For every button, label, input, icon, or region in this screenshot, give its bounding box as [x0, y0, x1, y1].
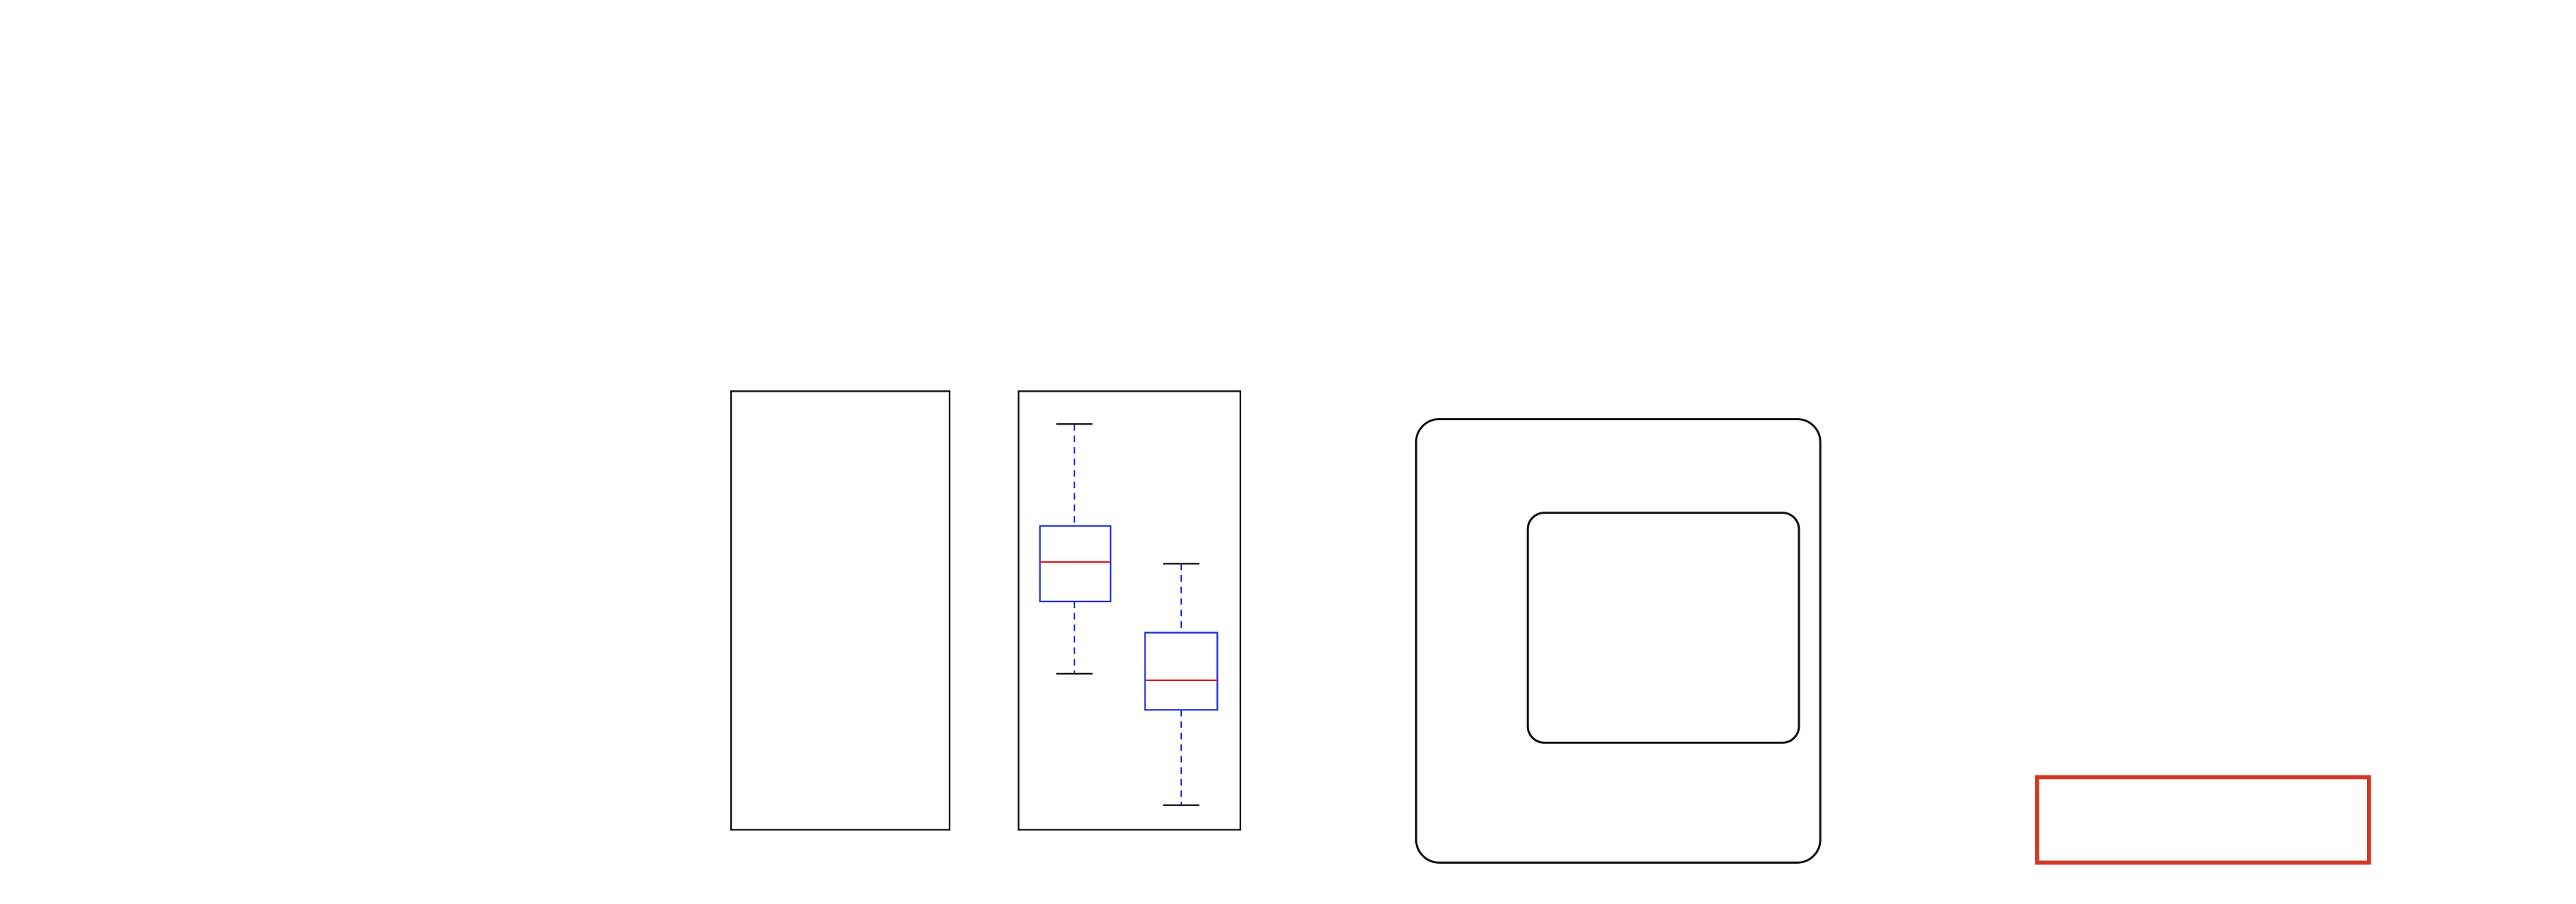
scatter-frame [730, 390, 951, 831]
outer-plate [1414, 418, 1822, 864]
inner-plate [1526, 512, 1800, 744]
boxplot [1039, 423, 1219, 806]
phenotype-box [2035, 775, 2371, 865]
boxplot-frame [1018, 390, 1241, 831]
